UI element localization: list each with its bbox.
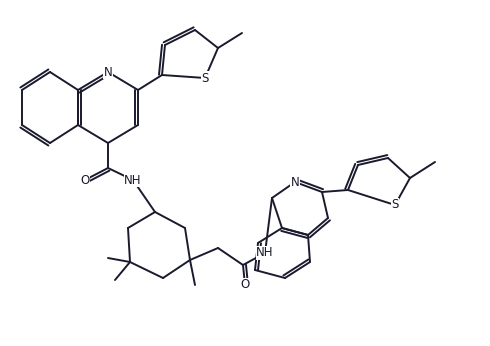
Text: NH: NH [256, 246, 274, 260]
Text: S: S [201, 72, 209, 84]
Text: O: O [80, 173, 90, 186]
Text: O: O [241, 279, 249, 291]
Text: N: N [103, 65, 112, 79]
Text: N: N [291, 175, 299, 189]
Text: S: S [392, 199, 399, 211]
Text: NH: NH [124, 173, 142, 186]
